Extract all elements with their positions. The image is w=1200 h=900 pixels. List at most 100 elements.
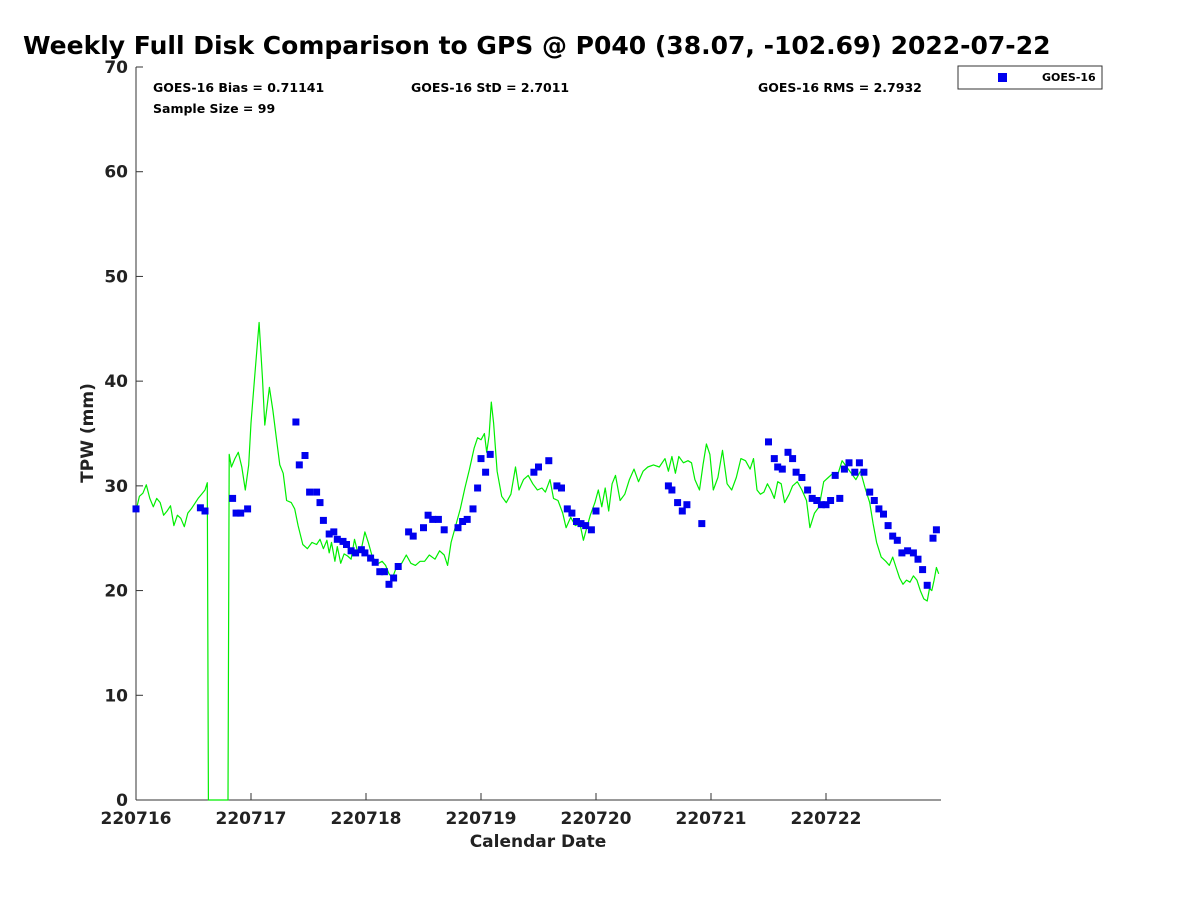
goes16-point [319,516,327,524]
goes16-point [822,501,830,509]
goes16-point [893,536,901,544]
goes16-point [884,522,892,530]
goes16-point [535,463,542,471]
x-tick-label: 220721 [676,809,747,829]
goes16-point [316,499,324,507]
goes16-point [914,555,922,563]
goes16-point [592,507,600,515]
goes16-point [196,504,204,512]
goes16-point [232,509,240,517]
bias-stat: GOES-16 Bias = 0.71141 [153,80,324,95]
goes16-point [845,459,853,467]
rms-stat: GOES-16 RMS = 2.7932 [758,80,922,95]
goes16-point [582,522,590,530]
goes16-point [553,482,561,490]
goes16-point [405,528,413,536]
goes16-point [558,484,565,492]
goes16-point [409,532,417,540]
x-axis-label: Calendar Date [470,832,607,852]
goes16-point [784,448,792,456]
goes16-point [295,461,303,469]
goes16-point [808,494,816,502]
goes16-point [229,494,237,502]
goes16-point [875,505,883,513]
goes16-point [932,526,940,534]
goes16-point [573,518,580,525]
y-tick-label: 0 [116,791,128,811]
goes16-point [840,465,848,473]
goes16-point [587,526,595,534]
goes16-point [866,488,874,496]
y-tick-label: 50 [104,267,128,287]
goes16-point [463,515,471,523]
goes16-point [909,549,917,557]
goes16-point [474,484,482,492]
goes16-point [530,468,538,476]
goes16-point [855,459,863,467]
goes16-point [376,568,384,576]
gps-series [135,321,940,801]
goes16-point [804,486,812,494]
std-stat: GOES-16 StD = 2.7011 [411,80,569,95]
goes16-point [923,581,931,589]
y-tick-label: 10 [104,686,128,706]
goes16-point [851,468,859,476]
goes16-point [798,474,806,481]
goes16-point [664,482,672,490]
x-tick-label: 220719 [446,809,517,829]
goes16-point [770,455,778,463]
goes16-point [429,515,437,523]
y-tick-label: 60 [104,163,128,183]
y-tick-label: 30 [104,477,128,497]
goes16-point [904,547,912,555]
x-tick-label: 220722 [791,809,862,829]
goes16-point [817,501,825,509]
goes16-point [385,580,393,588]
goes16-point [898,549,906,557]
goes16-point [306,488,314,496]
goes16-point [563,505,571,513]
goes16-point [870,497,878,504]
x-tick-label: 220718 [331,809,402,829]
y-axis-ticks: 0 10 20 30 40 50 60 70 [104,58,143,811]
legend-box [957,65,1103,90]
goes16-point [352,549,360,557]
goes16-point [668,486,676,494]
goes16-point [792,468,800,476]
goes16-point [371,558,379,566]
goes16-point [674,499,682,507]
goes16-point [486,450,494,458]
goes16-point [683,501,691,509]
goes16-point [380,568,388,576]
goes16-point [361,549,369,557]
goes16-point [333,535,341,543]
goes16-point [860,468,868,476]
goes16-point [459,518,467,525]
goes16-point [778,465,786,473]
goes16-point [789,455,797,463]
x-tick-label: 220717 [216,809,287,829]
goes16-point [889,532,897,540]
chart-title: Weekly Full Disk Comparison to GPS @ P04… [23,31,1050,60]
goes16-point [440,526,448,534]
goes16-point [424,511,432,519]
y-axis-label: TPW (mm) [78,383,98,483]
goes16-point [880,510,887,518]
goes16-point [765,438,772,446]
goes16-point [434,515,442,523]
goes16-point [394,563,402,570]
goes16-point [301,452,309,459]
goes16-point [292,418,300,426]
goes16-point [698,520,706,528]
goes16-point [774,463,782,471]
goes16-point [367,554,375,562]
x-tick-label: 220720 [561,809,632,829]
x-tick-label: 220716 [101,809,172,829]
goes16-point [325,530,333,538]
plot-area [136,67,941,800]
legend-label-goes16: GOES-16 [1042,71,1096,84]
y-tick-label: 20 [104,582,128,602]
goes16-point [827,497,835,504]
goes16-point [477,455,485,463]
